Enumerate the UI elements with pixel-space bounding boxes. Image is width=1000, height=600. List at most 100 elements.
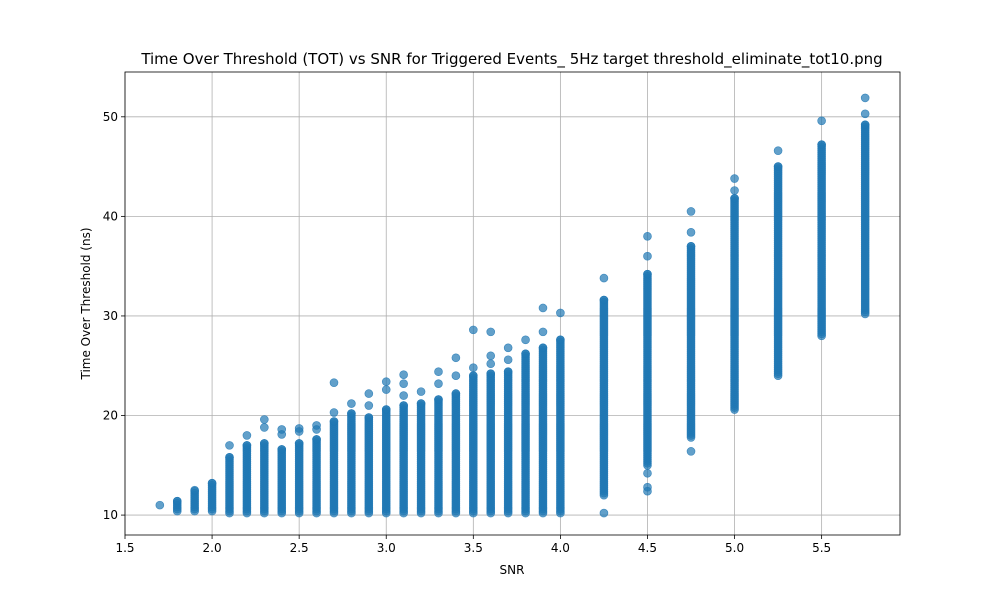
scatter-point (773, 146, 783, 155)
x-axis-label: SNR (500, 563, 525, 577)
scatter-point (416, 387, 426, 396)
scatter-point (686, 447, 696, 456)
scatter-point (773, 162, 783, 171)
chart-title: Time Over Threshold (TOT) vs SNR for Tri… (140, 50, 882, 69)
scatter-point (225, 453, 234, 462)
scatter-point (347, 399, 356, 408)
scatter-point (730, 194, 739, 203)
scatter-point (364, 389, 374, 398)
scatter-point (242, 431, 252, 440)
scatter-point (242, 441, 252, 450)
scatter-point (294, 439, 304, 448)
scatter-point (486, 359, 496, 369)
scatter-point (364, 413, 374, 422)
scatter-point (538, 343, 548, 353)
x-tick-label: 3.0 (377, 541, 396, 555)
scatter-point (312, 421, 321, 430)
scatter-point (260, 423, 269, 432)
scatter-point (155, 500, 165, 510)
scatter-point (381, 385, 391, 394)
plot-frame (124, 71, 901, 536)
scatter-point (538, 327, 548, 337)
scatter-point (434, 379, 443, 388)
scatter-point (503, 343, 513, 353)
x-tick-label: 1.5 (115, 541, 134, 555)
scatter-point (486, 327, 496, 337)
scatter-point (469, 325, 478, 335)
x-tick-label: 4.5 (638, 541, 657, 555)
scatter-point (172, 496, 182, 506)
scatter-point (486, 369, 496, 378)
scatter-point (521, 335, 530, 345)
scatter-point (469, 363, 478, 373)
scatter-point (643, 231, 652, 241)
scatter-point (538, 303, 548, 313)
scatter-point (556, 335, 565, 345)
scatter-point (329, 378, 339, 387)
x-tick-label: 4.0 (551, 541, 570, 555)
scatter-point (416, 399, 426, 408)
scatter-point (364, 401, 374, 410)
y-tick-label: 50 (103, 110, 118, 124)
scatter-point (503, 355, 513, 365)
scatter-point (643, 269, 652, 279)
scatter-point (599, 508, 609, 518)
y-tick-label: 30 (103, 309, 118, 323)
scatter-point (860, 120, 870, 130)
scatter-point (190, 485, 199, 495)
scatter-point (686, 241, 696, 251)
scatter-point (860, 93, 870, 103)
x-tick-label: 5.0 (725, 541, 744, 555)
scatter-point (381, 377, 391, 386)
scatter-point (451, 353, 461, 363)
scatter-point (312, 435, 321, 444)
scatter-point (399, 370, 408, 379)
scatter-point (643, 251, 652, 261)
scatter-point (643, 482, 652, 492)
x-tick-label: 2.5 (290, 541, 309, 555)
scatter-point (556, 308, 565, 318)
scatter-point (730, 186, 739, 195)
scatter-point (434, 395, 443, 404)
scatter-point (469, 371, 478, 380)
y-axis-label: Time Over Threshold (ns) (79, 227, 93, 380)
scatter-point (260, 439, 269, 448)
x-tick-label: 2.0 (203, 541, 222, 555)
scatter-point (277, 425, 287, 434)
scatter-point (347, 409, 356, 418)
y-tick-label: 10 (103, 508, 118, 522)
scatter-point (643, 468, 652, 478)
scatter-point (599, 295, 609, 305)
scatter-point (329, 417, 339, 426)
scatter-point (451, 389, 461, 398)
scatter-point (207, 478, 217, 488)
scatter-point (503, 367, 513, 377)
grid-lines (124, 72, 900, 535)
x-tick-label: 5.5 (812, 541, 831, 555)
scatter-point (399, 401, 408, 410)
scatter-point (399, 391, 408, 400)
scatter-point (817, 140, 826, 149)
scatter-point (860, 109, 870, 119)
scatter-point (686, 228, 696, 237)
scatter-point (521, 349, 530, 359)
scatter-point (260, 415, 269, 424)
scatter-point (329, 408, 339, 417)
scatter-point (686, 207, 696, 216)
scatter-point (225, 441, 234, 450)
y-tick-label: 20 (103, 409, 118, 423)
scatter-point (451, 371, 461, 380)
y-tick-label: 40 (103, 209, 118, 223)
scatter-point (399, 379, 408, 388)
scatter-point (294, 424, 304, 433)
scatter-point (730, 174, 739, 183)
y-axis-ticks: 10 20 30 40 50 (103, 110, 125, 522)
scatter-point (277, 445, 287, 454)
x-tick-label: 3.5 (464, 541, 483, 555)
scatter-point (434, 367, 443, 377)
scatter-point (381, 405, 391, 414)
scatter-point (486, 351, 496, 361)
x-axis-ticks: 1.5 2.0 2.5 3.0 3.5 4.0 4.5 5.0 5.5 (115, 535, 831, 555)
scatter-point (817, 116, 826, 126)
